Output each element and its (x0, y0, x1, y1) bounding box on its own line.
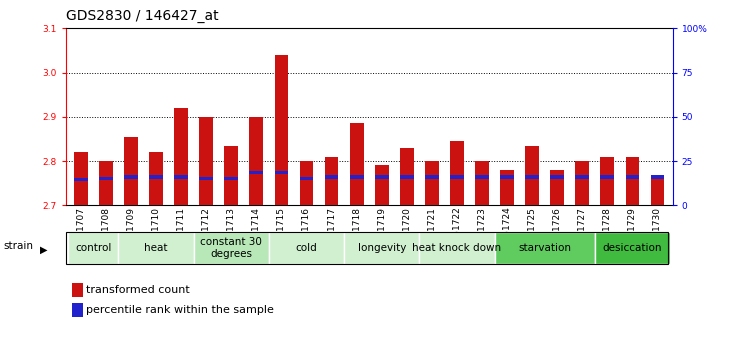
Bar (72, 283, 83, 297)
Bar (494, 232, 595, 264)
Text: desiccation: desiccation (602, 243, 662, 253)
Bar (269, 232, 344, 264)
Bar (375, 175, 389, 179)
Bar (500, 170, 514, 205)
Bar (425, 175, 439, 179)
Bar (651, 175, 664, 179)
Bar (550, 175, 564, 179)
Bar (349, 175, 363, 179)
Bar (174, 108, 188, 205)
Bar (99, 161, 113, 205)
Bar (325, 175, 338, 179)
Bar (224, 145, 238, 205)
Text: heat knock down: heat knock down (412, 243, 501, 253)
Text: starvation: starvation (518, 243, 571, 253)
Bar (200, 117, 213, 205)
Bar (420, 232, 494, 264)
Bar (275, 55, 288, 205)
Bar (475, 175, 489, 179)
Bar (300, 161, 314, 205)
Bar (200, 177, 213, 180)
Bar (626, 156, 640, 205)
Bar (626, 175, 640, 179)
Bar (72, 303, 83, 317)
Bar (74, 152, 88, 205)
Text: strain: strain (4, 241, 34, 251)
Bar (595, 232, 670, 264)
Text: percentile rank within the sample: percentile rank within the sample (86, 305, 273, 315)
Text: constant 30
degrees: constant 30 degrees (200, 237, 262, 259)
Bar (400, 148, 414, 205)
Bar (550, 170, 564, 205)
Bar (149, 175, 163, 179)
Bar (99, 177, 113, 180)
Bar (600, 175, 614, 179)
Bar (575, 161, 589, 205)
Bar (68, 232, 118, 264)
Bar (651, 179, 664, 205)
Bar (224, 177, 238, 180)
Bar (450, 141, 463, 205)
Bar (275, 171, 288, 175)
Bar (500, 175, 514, 179)
Text: transformed count: transformed count (86, 285, 189, 295)
Bar (194, 232, 269, 264)
Bar (450, 175, 463, 179)
Bar (174, 175, 188, 179)
Text: GDS2830 / 146427_at: GDS2830 / 146427_at (66, 9, 219, 23)
Bar (118, 232, 194, 264)
Bar (74, 178, 88, 182)
Bar (526, 175, 539, 179)
Text: control: control (75, 243, 112, 253)
Text: longevity: longevity (357, 243, 406, 253)
Bar (300, 177, 314, 180)
Bar (526, 145, 539, 205)
Bar (349, 124, 363, 205)
Bar (425, 161, 439, 205)
Text: cold: cold (295, 243, 317, 253)
Bar (575, 175, 589, 179)
Text: heat: heat (144, 243, 168, 253)
Text: ▶: ▶ (40, 244, 48, 255)
Bar (149, 152, 163, 205)
Bar (475, 161, 489, 205)
Bar (249, 171, 263, 175)
Bar (249, 117, 263, 205)
Bar (325, 156, 338, 205)
Bar (124, 175, 138, 179)
Bar (600, 156, 614, 205)
Bar (375, 166, 389, 205)
Bar (400, 175, 414, 179)
Bar (344, 232, 420, 264)
Bar (124, 137, 138, 205)
